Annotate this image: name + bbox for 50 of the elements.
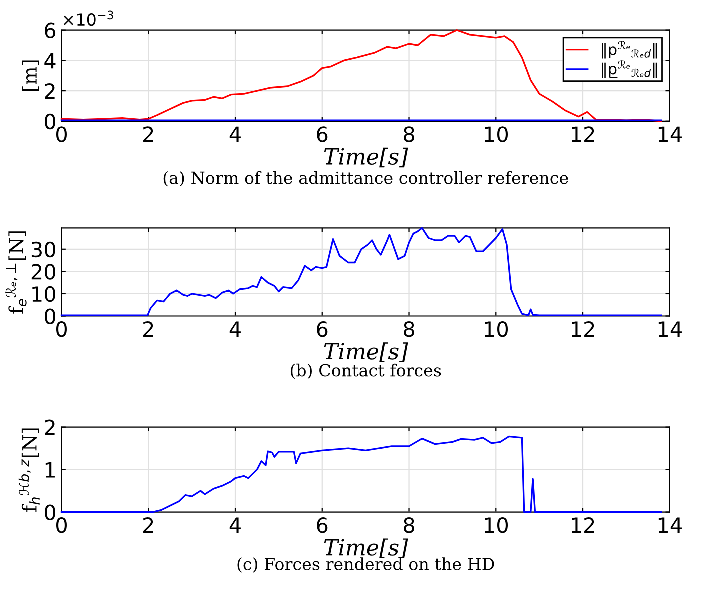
y-tick-label: 6 <box>45 22 56 39</box>
y-tick-label: 10 <box>32 286 56 302</box>
y-axis-title: [m] <box>22 60 40 92</box>
text: (c) Forces rendered on the HD <box>238 558 494 573</box>
x-tick-label: 12 <box>572 518 594 533</box>
line-series <box>60 30 662 122</box>
x-tick-label: 4 <box>230 126 241 142</box>
x-tick-label: 6 <box>317 126 328 142</box>
line-series <box>60 227 662 316</box>
x-tick-label: 10 <box>485 518 508 534</box>
legend-label: ‖p̲$^{ℛₑ}$$_{ℛₑd}$‖ <box>602 60 658 78</box>
x-axis-title: Time[s] <box>324 342 408 362</box>
y-tick-label: 0 <box>45 504 56 521</box>
x-tick-label: 12 <box>572 321 594 337</box>
x-tick-label: 14 <box>658 518 682 533</box>
x-tick-label: 4 <box>230 322 241 337</box>
x-axis-title: Time[s] <box>324 148 408 168</box>
y-tick-label: 20 <box>32 264 56 280</box>
x-tick-label: 2 <box>144 126 154 142</box>
text: (b) Contact forces <box>290 364 442 380</box>
x-tick-label: 14 <box>658 322 682 337</box>
x-tick-label: 12 <box>572 126 594 142</box>
y-tick-label: 1 <box>46 462 55 478</box>
x-tick-label: 14 <box>658 126 682 142</box>
y-tick-label: 2 <box>45 420 55 436</box>
x-tick-label: 10 <box>485 126 508 142</box>
x-tick-label: 6 <box>317 518 328 534</box>
y-tick-label: 0 <box>45 114 56 130</box>
y-axis-title: f$_{h}$$^{ℋb,z}$[N] <box>18 428 40 512</box>
x-tick-label: 6 <box>317 321 328 338</box>
x-tick-label: 2 <box>144 321 154 337</box>
x-tick-label: 8 <box>404 518 414 534</box>
y-axis-title: f$_{e}$$^{ℛₑ,⊥}$[N] <box>5 232 27 314</box>
y-tick-label: 30 <box>32 242 56 258</box>
x-tick-label: 0 <box>56 126 67 142</box>
x-axis-title: Time[s] <box>324 538 408 559</box>
x-tick-label: 10 <box>485 321 508 338</box>
x-tick-label: 8 <box>404 321 414 338</box>
x-tick-label: 0 <box>56 518 67 534</box>
text: (a) Norm of the admittance controller reference <box>164 171 568 187</box>
line-series <box>60 436 662 514</box>
legend-label: ‖p$^{ℛₑ}$$_{ℛₑd}$‖ <box>602 41 658 59</box>
y-tick-label: 0 <box>45 308 56 324</box>
x-tick-label: 4 <box>230 518 241 533</box>
y-tick-label: 4 <box>44 53 56 69</box>
x-tick-label: 8 <box>404 126 414 142</box>
text: ×10$^{−3}$ <box>64 10 114 26</box>
x-tick-label: 0 <box>56 321 67 338</box>
x-tick-label: 2 <box>144 518 154 533</box>
y-tick-label: 2 <box>45 84 55 99</box>
